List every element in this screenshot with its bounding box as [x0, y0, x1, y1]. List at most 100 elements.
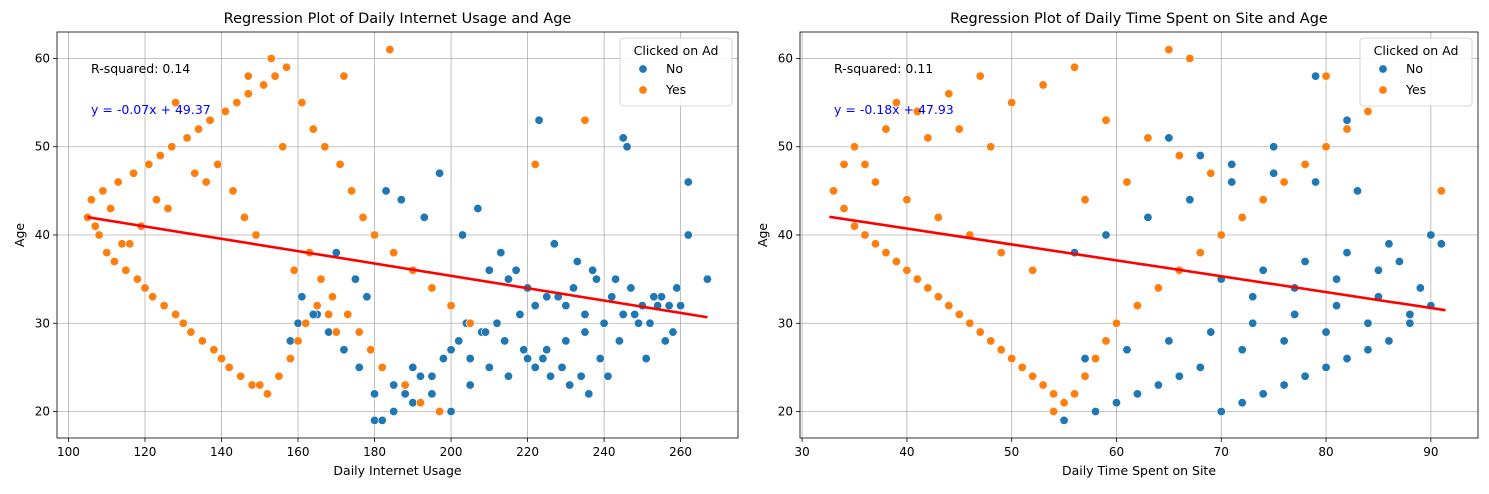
data-point-yes	[954, 309, 964, 319]
data-point-yes	[94, 230, 104, 240]
legend: Clicked on Ad No Yes	[1359, 37, 1473, 107]
data-point-yes	[217, 354, 227, 364]
x-tick-label: 90	[1423, 445, 1438, 459]
data-point-yes	[1321, 71, 1331, 81]
data-point-yes	[86, 195, 96, 205]
data-point-yes	[891, 256, 901, 266]
data-point-no	[634, 318, 644, 328]
data-point-yes	[1017, 362, 1027, 372]
data-point-yes	[117, 239, 127, 249]
data-point-yes	[282, 62, 292, 72]
y-tick-label: 60	[778, 51, 793, 65]
data-point-yes	[1206, 168, 1216, 178]
data-point-yes	[266, 53, 276, 63]
data-point-no	[389, 407, 399, 417]
data-point-yes	[944, 301, 954, 311]
data-point-no	[480, 327, 490, 337]
data-point-yes	[1070, 389, 1080, 399]
data-point-no	[664, 301, 674, 311]
data-point-no	[1384, 336, 1394, 346]
data-point-no	[1258, 265, 1268, 275]
legend-label-yes: Yes	[1405, 82, 1426, 97]
data-point-no	[1237, 345, 1247, 355]
y-tick-label: 60	[35, 51, 50, 65]
r-squared-annotation: R-squared: 0.14	[91, 61, 190, 76]
data-point-no	[1342, 115, 1352, 125]
data-point-yes	[151, 195, 161, 205]
data-point-yes	[944, 89, 954, 99]
x-tick-label: 50	[1004, 445, 1019, 459]
data-point-yes	[182, 133, 192, 143]
data-point-no	[1332, 301, 1342, 311]
data-point-yes	[163, 204, 173, 214]
data-point-no	[591, 274, 601, 284]
data-point-yes	[860, 159, 870, 169]
data-point-yes	[986, 336, 996, 346]
data-point-yes	[228, 186, 238, 196]
data-point-no	[683, 177, 693, 187]
data-point-yes	[205, 115, 215, 125]
data-point-no	[660, 336, 670, 346]
data-point-yes	[1279, 177, 1289, 187]
data-point-yes	[954, 124, 964, 134]
data-point-no	[492, 318, 502, 328]
data-point-yes	[1007, 354, 1017, 364]
data-point-yes	[839, 204, 849, 214]
data-point-yes	[427, 283, 437, 293]
data-point-yes	[1321, 142, 1331, 152]
data-point-no	[1373, 265, 1383, 275]
data-point-yes	[194, 124, 204, 134]
data-point-yes	[996, 345, 1006, 355]
chart-title: Regression Plot of Daily Internet Usage …	[224, 11, 572, 27]
data-point-yes	[259, 80, 269, 90]
data-point-yes	[1185, 53, 1195, 63]
data-point-no	[561, 336, 571, 346]
data-point-yes	[106, 204, 116, 214]
data-point-yes	[1091, 354, 1101, 364]
data-point-yes	[113, 177, 123, 187]
data-point-no	[519, 345, 529, 355]
data-point-no	[1363, 318, 1373, 328]
data-point-yes	[1101, 336, 1111, 346]
y-tick-label: 20	[778, 405, 793, 419]
data-point-no	[1111, 398, 1121, 408]
data-point-no	[1174, 371, 1184, 381]
data-point-no	[607, 292, 617, 302]
data-point-yes	[243, 71, 253, 81]
data-point-no	[1059, 415, 1069, 425]
x-tick-label: 70	[1214, 445, 1229, 459]
data-point-no	[1279, 380, 1289, 390]
data-point-no	[1122, 345, 1132, 355]
data-point-no	[446, 345, 456, 355]
data-point-no	[1436, 239, 1446, 249]
data-point-no	[1227, 177, 1237, 187]
data-point-yes	[224, 362, 234, 372]
data-point-yes	[1300, 159, 1310, 169]
data-point-yes	[923, 283, 933, 293]
data-point-yes	[251, 230, 261, 240]
data-point-no	[530, 362, 540, 372]
data-point-yes	[370, 230, 380, 240]
legend-marker-no	[638, 64, 648, 74]
data-point-no	[1132, 389, 1142, 399]
legend-box	[619, 37, 733, 107]
data-point-no	[572, 256, 582, 266]
data-point-yes	[301, 318, 311, 328]
data-point-no	[377, 415, 387, 425]
data-point-yes	[1007, 98, 1017, 108]
data-point-yes	[975, 71, 985, 81]
data-point-no	[1101, 230, 1111, 240]
data-point-no	[618, 133, 628, 143]
legend-title: Clicked on Ad	[634, 43, 719, 58]
data-point-no	[500, 336, 510, 346]
data-point-no	[668, 327, 678, 337]
x-tick-label: 120	[134, 445, 157, 459]
data-point-no	[1342, 354, 1352, 364]
data-point-yes	[996, 248, 1006, 258]
data-point-no	[611, 274, 621, 284]
regression-equation: y = -0.18x + 47.93	[834, 102, 954, 117]
y-tick-label: 40	[778, 228, 793, 242]
data-point-yes	[870, 239, 880, 249]
data-point-no	[523, 354, 533, 364]
